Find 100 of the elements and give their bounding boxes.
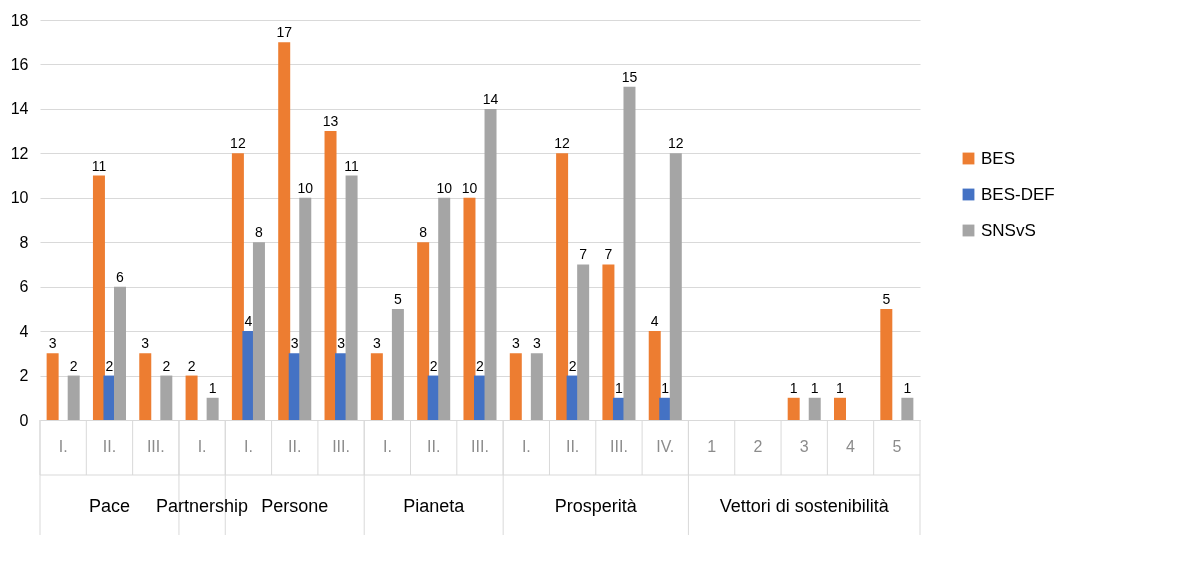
bar bbox=[787, 397, 800, 420]
bar bbox=[509, 353, 522, 420]
y-tick-label: 8 bbox=[19, 233, 29, 251]
bar bbox=[324, 131, 337, 420]
bar bbox=[602, 264, 615, 420]
x-tick-label: I. bbox=[382, 437, 392, 455]
data-label: 3 bbox=[290, 335, 299, 352]
bar bbox=[648, 331, 661, 420]
bar bbox=[659, 397, 672, 420]
data-label: 10 bbox=[436, 179, 453, 196]
data-label: 1 bbox=[208, 379, 217, 396]
data-label: 11 bbox=[91, 157, 107, 174]
x-tick-label: III. bbox=[146, 437, 165, 455]
text: Vettori di sostenibilità bbox=[719, 496, 890, 516]
data-label: 17 bbox=[276, 24, 293, 41]
bar bbox=[185, 375, 198, 420]
text: Partnership bbox=[156, 496, 249, 516]
data-label: 5 bbox=[394, 290, 402, 307]
bar bbox=[139, 353, 152, 420]
bar bbox=[901, 397, 914, 420]
data-label: 12 bbox=[554, 135, 571, 152]
bar bbox=[67, 375, 80, 420]
x-tick-label: II. bbox=[102, 437, 117, 455]
y-tick-label: 6 bbox=[19, 278, 29, 296]
data-label: 7 bbox=[604, 246, 613, 263]
data-label: 15 bbox=[621, 68, 638, 85]
bar bbox=[160, 375, 173, 420]
x-tick-label: IV. bbox=[656, 437, 675, 455]
bar bbox=[391, 308, 404, 420]
bar bbox=[417, 242, 430, 420]
data-label: 14 bbox=[482, 90, 499, 107]
bar bbox=[880, 308, 893, 420]
data-label: 3 bbox=[532, 335, 541, 352]
data-label: 12 bbox=[230, 135, 246, 152]
x-tick-label: III. bbox=[471, 437, 489, 455]
data-label: 3 bbox=[141, 335, 150, 352]
bar bbox=[242, 331, 255, 420]
bar bbox=[103, 375, 116, 420]
y-tick-label: 14 bbox=[10, 100, 29, 118]
bar bbox=[231, 153, 244, 420]
data-label: 12 bbox=[668, 135, 684, 152]
text: Persone bbox=[261, 496, 329, 516]
x-tick-label: II. bbox=[427, 437, 441, 455]
data-label: 11 bbox=[344, 157, 360, 174]
x-tick-label: I. bbox=[521, 437, 531, 455]
legend-label: BES bbox=[981, 148, 1016, 168]
bar bbox=[669, 153, 682, 420]
bar bbox=[252, 242, 265, 420]
bar bbox=[556, 153, 569, 420]
x-tick-label: 5 bbox=[892, 437, 902, 455]
data-label: 2 bbox=[187, 357, 196, 374]
x-tick-label: 4 bbox=[846, 437, 856, 455]
bar bbox=[438, 197, 451, 420]
data-label: 1 bbox=[903, 379, 912, 396]
bar bbox=[278, 42, 291, 420]
data-label: 1 bbox=[789, 379, 798, 396]
bar bbox=[299, 197, 312, 420]
bar bbox=[463, 197, 476, 420]
bar bbox=[530, 353, 543, 420]
legend-label: SNSvS bbox=[981, 220, 1036, 240]
x-tick-label: II. bbox=[288, 437, 302, 455]
bar bbox=[577, 264, 590, 420]
data-label: 2 bbox=[162, 357, 171, 374]
data-label: 2 bbox=[69, 357, 78, 374]
data-label: 5 bbox=[882, 290, 891, 307]
x-tick-label: 1 bbox=[707, 437, 717, 455]
data-label: 8 bbox=[419, 224, 428, 241]
y-tick-label: 2 bbox=[19, 367, 29, 385]
bar bbox=[345, 175, 358, 420]
data-label: 2 bbox=[476, 357, 485, 374]
x-tick-label: I. bbox=[243, 437, 253, 455]
data-label: 2 bbox=[105, 357, 114, 374]
x-tick-label: I. bbox=[58, 437, 68, 455]
text: Prosperità bbox=[554, 496, 638, 516]
x-tick-label: 2 bbox=[753, 437, 763, 455]
x-tick-label: III. bbox=[332, 437, 350, 455]
y-tick-label: 16 bbox=[10, 55, 29, 73]
legend-label: BES-DEF bbox=[981, 184, 1055, 204]
bar bbox=[46, 353, 59, 420]
y-tick-label: 10 bbox=[10, 189, 29, 207]
x-tick-label: II. bbox=[565, 437, 580, 455]
bar bbox=[114, 286, 126, 420]
y-tick-label: 4 bbox=[19, 322, 29, 340]
bar bbox=[206, 397, 219, 420]
bar bbox=[474, 375, 486, 420]
data-label: 3 bbox=[48, 335, 57, 352]
text: Pace bbox=[88, 496, 130, 516]
bar bbox=[335, 353, 348, 420]
y-tick-label: 0 bbox=[19, 411, 29, 429]
data-label: 2 bbox=[568, 357, 577, 374]
x-tick-label: I. bbox=[197, 437, 207, 455]
data-label: 4 bbox=[244, 313, 253, 330]
data-label: 8 bbox=[255, 224, 264, 241]
x-tick-label: 3 bbox=[799, 437, 809, 455]
x-tick-label: III. bbox=[610, 437, 628, 455]
bar bbox=[484, 108, 497, 420]
data-label: 6 bbox=[116, 268, 125, 285]
text: Pianeta bbox=[403, 496, 466, 516]
data-label: 1 bbox=[615, 379, 624, 396]
data-label: 1 bbox=[836, 379, 845, 396]
